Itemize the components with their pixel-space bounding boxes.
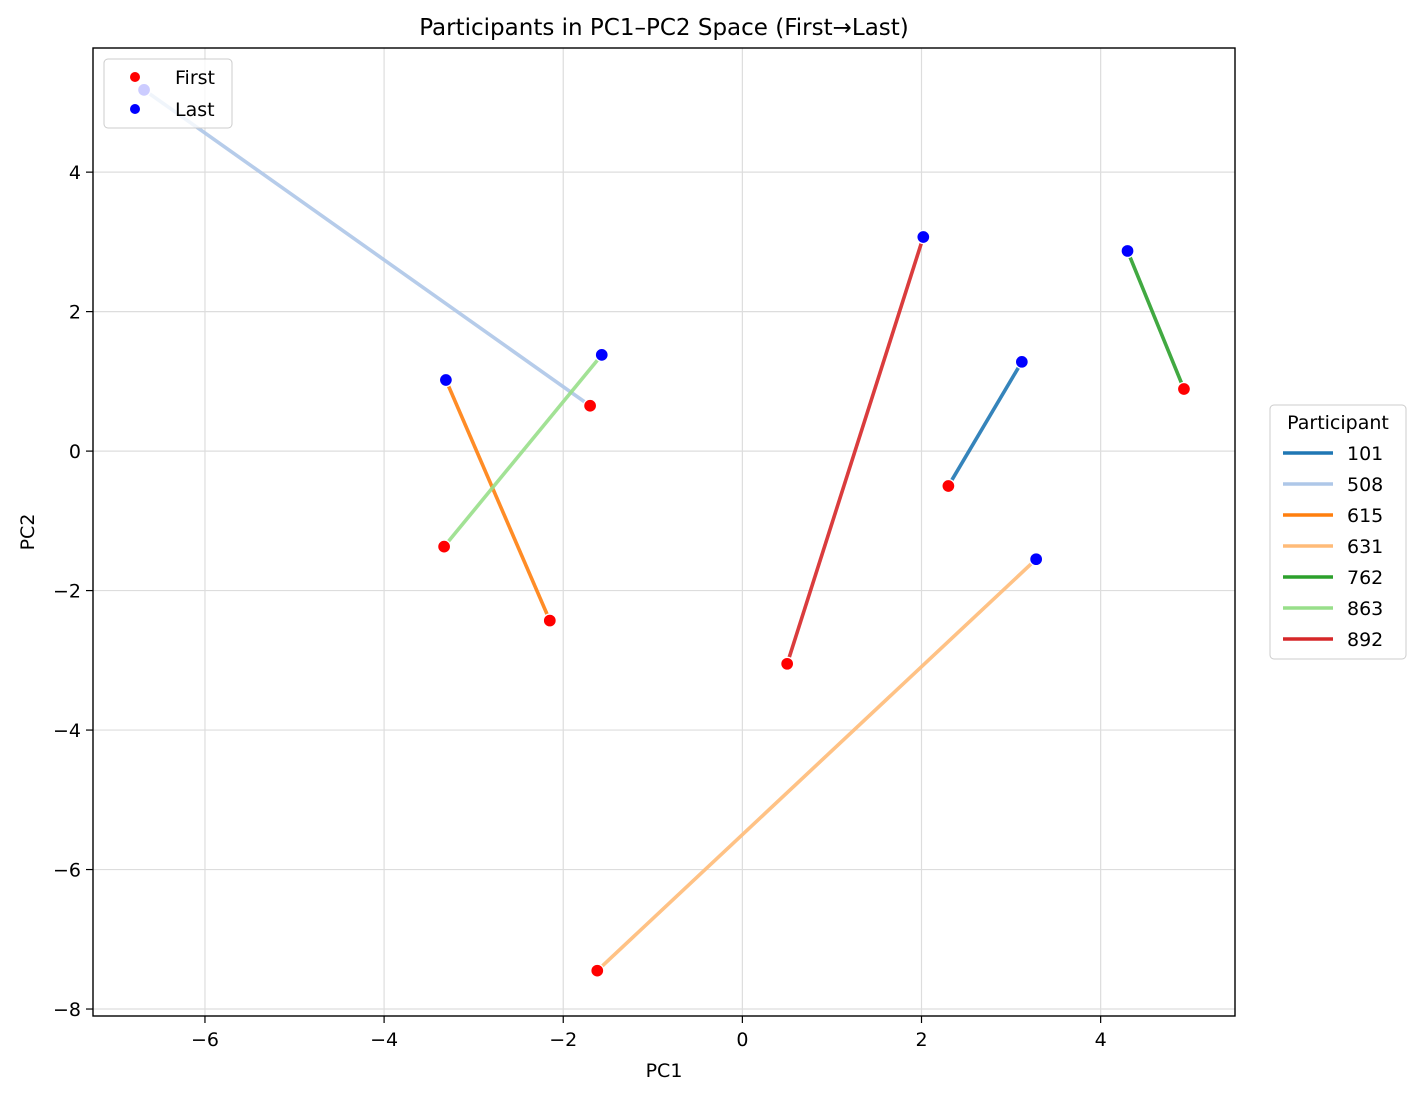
- marker-legend: First Last: [103, 58, 233, 129]
- series-line-508: [143, 88, 592, 408]
- axis-ticks: −6 −4 −2 0 2 4 −8 −6 −4 −2 0 2 4: [53, 162, 1107, 1051]
- x-tick-label: −6: [191, 1029, 219, 1051]
- series-legend-box: [1269, 404, 1407, 660]
- series-line-762: [1125, 250, 1186, 390]
- y-tick-label: −6: [53, 860, 81, 882]
- last-point-615: [438, 372, 454, 388]
- x-axis-label: PC1: [646, 1060, 683, 1082]
- series-line-615: [444, 379, 552, 622]
- y-tick-label: −8: [53, 999, 81, 1021]
- plot-frame: [92, 47, 1236, 1017]
- series-legend-label-892: 892: [1347, 629, 1383, 651]
- first-point-863: [436, 539, 452, 554]
- series-lines: [143, 88, 1186, 972]
- gridlines: [93, 48, 1235, 1016]
- series-line-863: [442, 353, 604, 548]
- y-tick-label: −4: [53, 720, 81, 742]
- y-tick-label: −2: [53, 581, 81, 603]
- first-point-762: [1176, 381, 1192, 397]
- first-point-508: [582, 398, 598, 413]
- last-point-101: [1014, 354, 1029, 369]
- y-axis-label: PC2: [17, 514, 39, 551]
- series-legend-label-101: 101: [1347, 443, 1383, 465]
- first-point-101: [941, 478, 956, 494]
- y-tick-label: 4: [69, 162, 81, 184]
- x-tick-label: −2: [549, 1029, 577, 1051]
- series-legend-label-508: 508: [1347, 474, 1383, 496]
- series-legend-title: Participant: [1287, 412, 1389, 434]
- x-tick-label: 2: [915, 1029, 927, 1051]
- last-point-863: [594, 347, 609, 363]
- marker-legend-swatch: [130, 104, 140, 114]
- series-line-631: [596, 557, 1038, 972]
- marker-legend-label: Last: [175, 99, 215, 121]
- first-point-892: [780, 656, 795, 671]
- series-legend-label-631: 631: [1347, 536, 1383, 558]
- x-tick-label: 0: [736, 1029, 748, 1051]
- x-tick-label: −4: [370, 1029, 398, 1051]
- marker-legend-label: First: [175, 67, 215, 89]
- chart-title: Participants in PC1–PC2 Space (First→Las…: [419, 15, 909, 41]
- first-point-615: [542, 613, 557, 628]
- marker-legend-swatch: [130, 72, 140, 82]
- y-tick-label: 2: [69, 302, 81, 324]
- series-legend-label-615: 615: [1347, 505, 1383, 527]
- series-legend-label-762: 762: [1347, 567, 1383, 589]
- series-line-892: [785, 236, 926, 665]
- first-point-631: [590, 963, 605, 978]
- series-line-101: [946, 360, 1024, 487]
- x-tick-label: 4: [1095, 1029, 1107, 1051]
- series-legend: Participant 101 508 615 631 762 863 892: [1269, 404, 1407, 660]
- last-point-762: [1120, 243, 1135, 259]
- series-legend-label-863: 863: [1347, 598, 1383, 620]
- last-point-892: [916, 229, 931, 245]
- last-point-631: [1029, 552, 1044, 567]
- y-tick-label: 0: [69, 441, 81, 463]
